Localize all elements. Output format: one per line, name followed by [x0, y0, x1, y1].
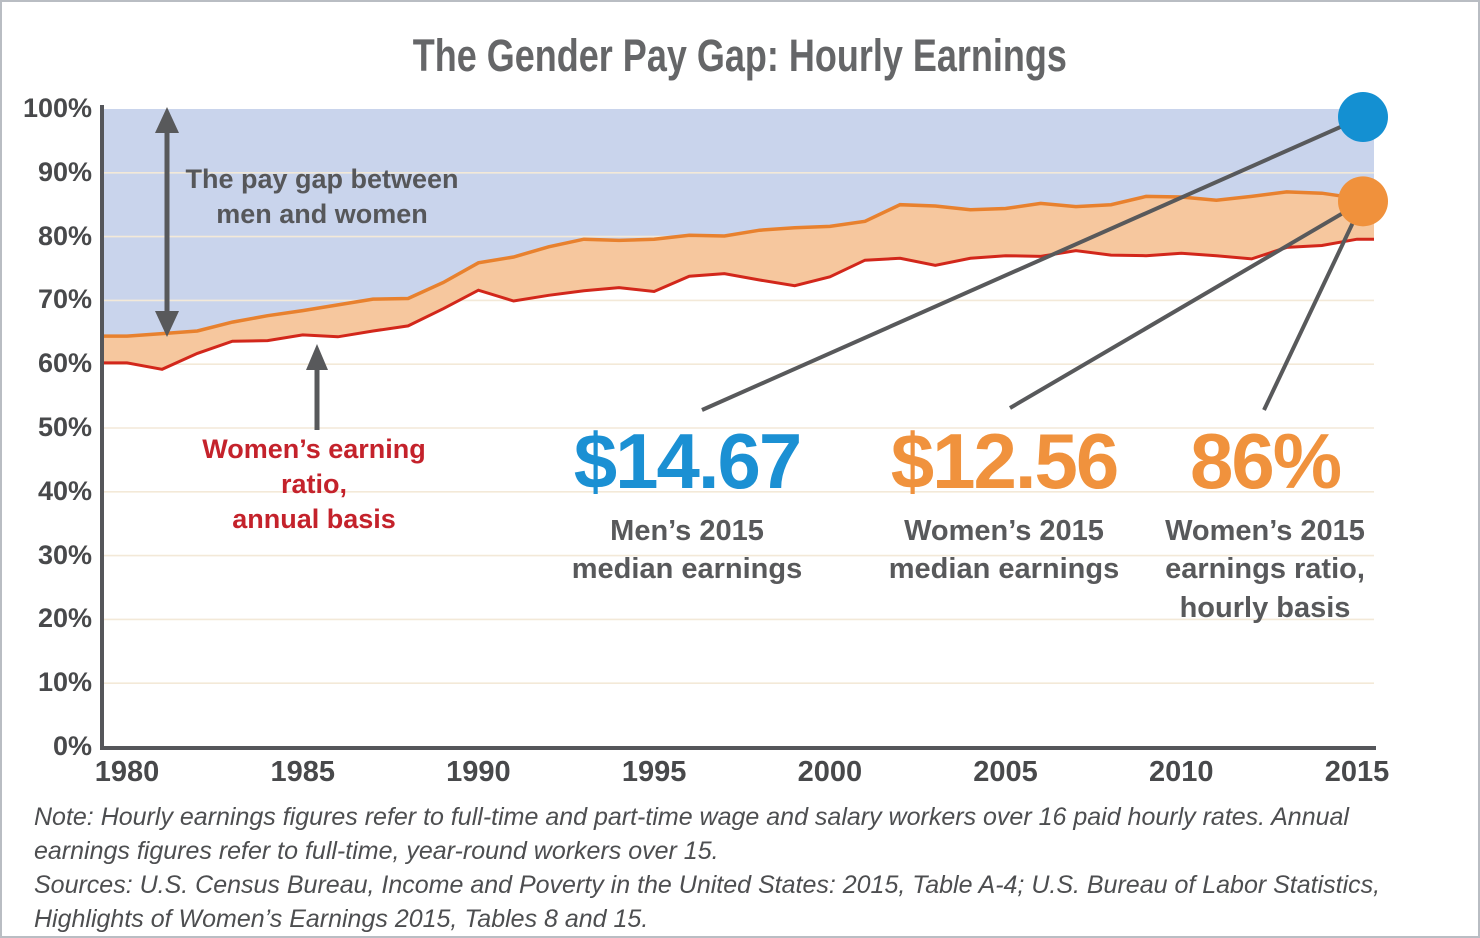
- y-axis-tick-label: 80%: [37, 220, 92, 251]
- stat-women-median-earnings: $12.56 Women’s 2015 median earnings: [818, 422, 1190, 589]
- women-endpoint-dot: [1338, 176, 1388, 227]
- chart-plot-area: [100, 92, 1388, 750]
- x-axis-tick-label: 1980: [94, 756, 160, 788]
- stat-connector-line: [1008, 199, 1365, 410]
- x-axis-tick-label: 1985: [270, 756, 335, 788]
- arrow-head-up-icon: [306, 344, 328, 370]
- stat-ratio-value: 86%: [1189, 417, 1342, 505]
- stat-men-label: Men’s 2015 median earnings: [571, 515, 803, 586]
- stat-women-value: $12.56: [890, 417, 1120, 505]
- y-axis-tick-label: 70%: [37, 284, 92, 315]
- stat-connector-line: [701, 115, 1364, 412]
- sources-text: Sources: U.S. Census Bureau, Income and …: [34, 871, 1381, 933]
- earnings-ratio-band: [102, 191, 1374, 370]
- stat-men-median-earnings: $14.67 Men’s 2015 median earnings: [501, 422, 873, 589]
- hourly-ratio-line: [102, 190, 1374, 338]
- y-axis-tick-label: 100%: [22, 93, 92, 123]
- stat-men-value: $14.67: [573, 417, 803, 505]
- annual-ratio-annotation: Women’s earning ratio, annual basis: [202, 434, 426, 535]
- y-axis-tick-label: 90%: [37, 156, 92, 187]
- y-axis-tick-label: 0%: [52, 731, 92, 761]
- x-axis-tick-label: 1995: [621, 756, 687, 788]
- arrow-head-up-icon: [155, 107, 179, 133]
- page-title: The Gender Pay Gap: Hourly Earnings: [2, 30, 1478, 82]
- stat-connector-line: [1262, 200, 1365, 411]
- chart-title: The Gender Pay Gap: Hourly Earnings: [412, 30, 1068, 81]
- men-endpoint-dot: [1338, 92, 1388, 142]
- stat-women-label: Women’s 2015 median earnings: [888, 515, 1120, 586]
- pay-gap-area: [102, 109, 1374, 337]
- y-axis-tick-label: 10%: [37, 667, 92, 698]
- pay-gap-annotation: The pay gap between men and women: [185, 164, 459, 230]
- x-axis-tick-label: 2015: [1324, 756, 1390, 788]
- x-axis-tick-label: 2010: [1149, 756, 1214, 788]
- arrow-head-down-icon: [155, 311, 179, 337]
- y-axis-tick-label: 20%: [37, 603, 92, 634]
- y-axis-tick-label: 40%: [37, 475, 92, 506]
- stat-hourly-ratio: 86% Women’s 2015 earnings ratio, hourly …: [1105, 422, 1425, 627]
- y-axis-tick-label: 30%: [37, 539, 92, 570]
- annual-ratio-line: [102, 237, 1374, 371]
- x-axis-tick-label: 2000: [797, 756, 863, 788]
- x-axis-tick-label: 2005: [973, 756, 1038, 788]
- stat-ratio-label: Women’s 2015 earnings ratio, hourly basi…: [1165, 515, 1365, 624]
- x-axis-tick-label: 1990: [446, 756, 511, 788]
- y-axis-tick-label: 50%: [37, 412, 92, 442]
- note-text: Note: Hourly earnings figures refer to f…: [34, 803, 1349, 865]
- y-axis-tick-label: 60%: [37, 348, 92, 379]
